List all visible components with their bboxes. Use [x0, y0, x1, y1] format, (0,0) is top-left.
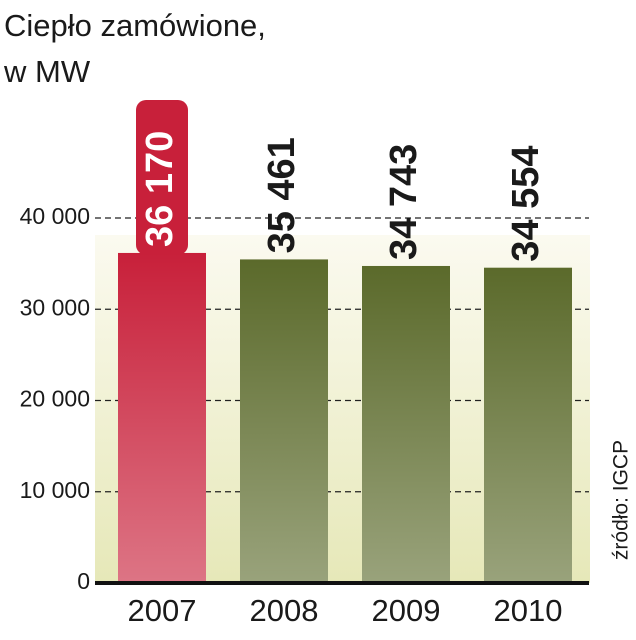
value-label: 34 743 [383, 144, 425, 260]
source: źródło: IGCP [610, 440, 633, 560]
chart-title: Ciepło zamówione, [4, 8, 266, 43]
value-label-box [136, 100, 188, 255]
bar-shade [484, 267, 572, 583]
bar-shade [240, 259, 328, 583]
x-tick-label: 2008 [250, 593, 319, 628]
value-label: 35 461 [261, 137, 303, 253]
bar-shade [118, 252, 206, 584]
y-tick-label: 0 [77, 568, 90, 594]
value-label: 34 554 [505, 145, 547, 261]
bar-shade [362, 265, 450, 583]
x-tick-label: 2009 [372, 593, 441, 628]
x-tick-label: 2010 [494, 593, 563, 628]
x-tick-label: 2007 [128, 593, 197, 628]
y-tick-label: 30 000 [20, 294, 90, 320]
y-tick-label: 40 000 [20, 203, 90, 229]
y-tick-label: 20 000 [20, 386, 90, 412]
chart-title: w MW [3, 54, 91, 89]
value-label: 36 170 [139, 131, 181, 247]
y-tick-label: 10 000 [20, 477, 90, 503]
